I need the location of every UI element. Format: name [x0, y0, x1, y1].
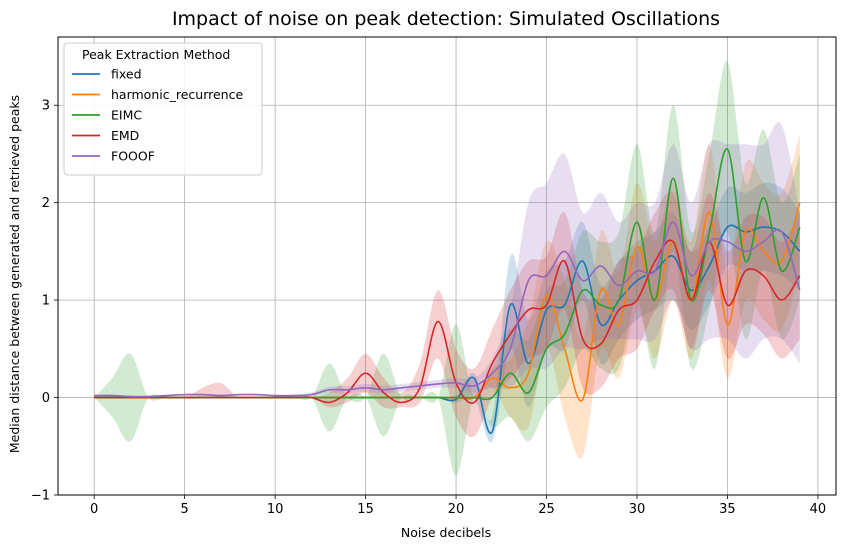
y-axis-ticks: −1 0 1 2 3 [31, 99, 58, 504]
legend-label: EMD [111, 128, 139, 143]
y-tick-label: 2 [42, 196, 50, 211]
legend-label: FOOOF [111, 149, 155, 164]
band-fooof [94, 121, 800, 398]
legend-items: fixed harmonic_recurrence EIMC EMD FOOOF [72, 67, 243, 164]
band-emd [94, 191, 800, 438]
x-tick-label: 30 [629, 502, 646, 517]
y-tick-label: 0 [42, 391, 50, 406]
x-tick-label: 20 [448, 502, 465, 517]
legend-label: fixed [111, 67, 142, 82]
x-tick-label: 25 [538, 502, 555, 517]
x-axis-ticks: 0 5 10 15 20 25 30 35 40 [90, 495, 826, 517]
line-fooof [94, 221, 801, 398]
x-tick-label: 40 [810, 502, 827, 517]
x-tick-label: 5 [181, 502, 189, 517]
x-tick-label: 10 [267, 502, 284, 517]
y-tick-label: −1 [31, 489, 50, 504]
band-fixed [94, 182, 800, 443]
x-axis-label: Noise decibels [401, 525, 491, 540]
x-tick-label: 35 [719, 502, 736, 517]
legend: Peak Extraction Method fixed harmonic_rec… [63, 42, 263, 176]
y-tick-label: 3 [42, 99, 50, 114]
y-axis-label: Median distance between generated and re… [7, 95, 22, 453]
legend-label: harmonic_recurrence [111, 87, 243, 102]
plot-frame [57, 36, 837, 496]
band-harmonic-recurrence [94, 134, 800, 459]
legend-title: Peak Extraction Method [82, 47, 230, 62]
chart-title: Impact of noise on peak detection: Simul… [172, 8, 720, 30]
y-tick-label: 1 [42, 294, 50, 309]
plot-area [57, 36, 837, 496]
legend-box [63, 42, 263, 176]
x-tick-label: 0 [90, 502, 98, 517]
line-emd [94, 239, 801, 404]
legend-label: EIMC [111, 108, 142, 123]
series-lines [94, 148, 801, 435]
x-tick-label: 15 [357, 502, 374, 517]
